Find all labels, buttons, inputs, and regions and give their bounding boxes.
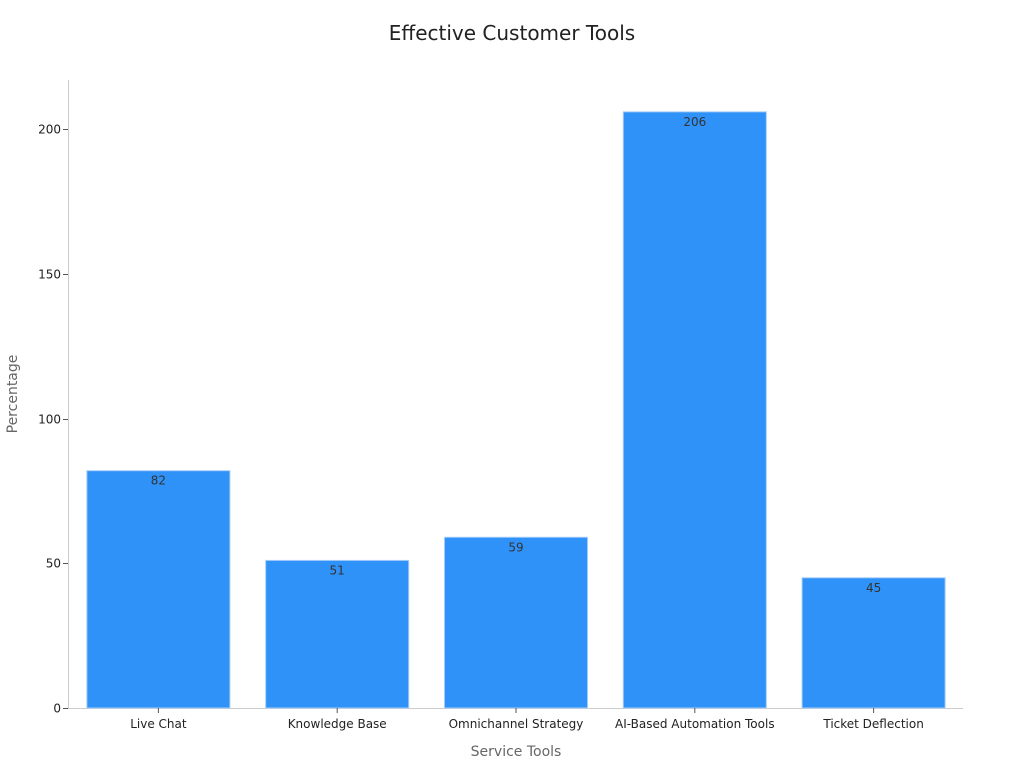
- x-tick-label: AI-Based Automation Tools: [615, 717, 775, 731]
- bar: [265, 559, 410, 709]
- plot-area: 0 50 100 150 200 82 Live Chat 51 Knowledge Base 5…: [38, 111, 946, 731]
- bar: [443, 536, 589, 709]
- bar: [801, 577, 946, 709]
- x-tick-label: Omnichannel Strategy: [449, 717, 584, 731]
- data-label: 59: [508, 540, 523, 554]
- y-tick-label: 50: [46, 557, 61, 571]
- x-tick-label: Ticket Deflection: [822, 717, 923, 731]
- y-tick-label: 0: [53, 702, 61, 716]
- x-axis-title: Service Tools: [471, 744, 562, 760]
- y-tick-label: 200: [38, 123, 61, 137]
- y-tick-label: 150: [38, 268, 61, 282]
- data-label: 82: [151, 474, 166, 488]
- data-label: 206: [683, 115, 706, 129]
- data-label: 51: [330, 563, 345, 577]
- bar: [86, 470, 231, 709]
- bar: [622, 111, 767, 709]
- data-label: 45: [866, 581, 881, 595]
- y-axis-title: Percentage: [5, 355, 21, 434]
- y-tick-label: 100: [38, 413, 61, 427]
- x-tick-label: Knowledge Base: [288, 717, 387, 731]
- x-tick-label: Live Chat: [130, 717, 187, 731]
- chart-title: Effective Customer Tools: [389, 21, 635, 45]
